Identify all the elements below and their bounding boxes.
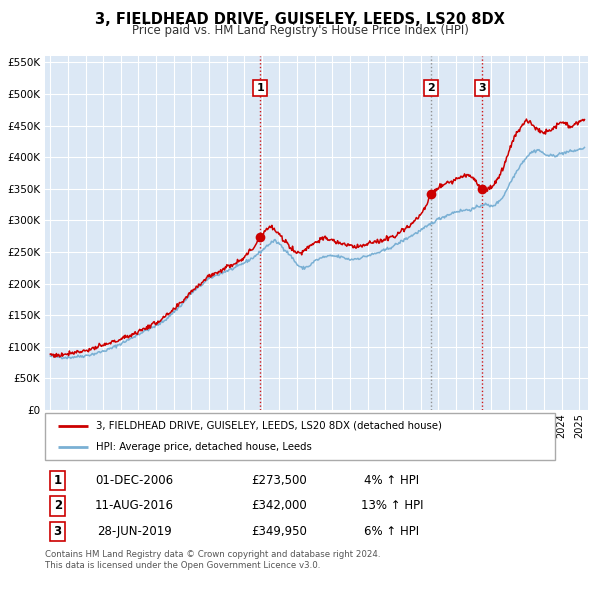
Text: 11-AUG-2016: 11-AUG-2016 xyxy=(95,499,174,513)
Text: 3, FIELDHEAD DRIVE, GUISELEY, LEEDS, LS20 8DX (detached house): 3, FIELDHEAD DRIVE, GUISELEY, LEEDS, LS2… xyxy=(96,421,442,431)
Text: HPI: Average price, detached house, Leeds: HPI: Average price, detached house, Leed… xyxy=(96,442,312,453)
Text: Contains HM Land Registry data © Crown copyright and database right 2024.: Contains HM Land Registry data © Crown c… xyxy=(45,550,380,559)
Text: 3: 3 xyxy=(478,83,486,93)
Text: £273,500: £273,500 xyxy=(252,474,307,487)
Text: £349,950: £349,950 xyxy=(251,525,308,538)
Text: 13% ↑ HPI: 13% ↑ HPI xyxy=(361,499,423,513)
Text: This data is licensed under the Open Government Licence v3.0.: This data is licensed under the Open Gov… xyxy=(45,560,320,569)
Text: 4% ↑ HPI: 4% ↑ HPI xyxy=(364,474,419,487)
Text: 3, FIELDHEAD DRIVE, GUISELEY, LEEDS, LS20 8DX: 3, FIELDHEAD DRIVE, GUISELEY, LEEDS, LS2… xyxy=(95,12,505,27)
Text: 2: 2 xyxy=(53,499,62,513)
Text: 28-JUN-2019: 28-JUN-2019 xyxy=(97,525,172,538)
Text: 01-DEC-2006: 01-DEC-2006 xyxy=(95,474,173,487)
FancyBboxPatch shape xyxy=(45,413,555,460)
Text: 1: 1 xyxy=(257,83,264,93)
Text: 1: 1 xyxy=(53,474,62,487)
Text: Price paid vs. HM Land Registry's House Price Index (HPI): Price paid vs. HM Land Registry's House … xyxy=(131,24,469,37)
Text: £342,000: £342,000 xyxy=(252,499,307,513)
Text: 2: 2 xyxy=(427,83,435,93)
Text: 6% ↑ HPI: 6% ↑ HPI xyxy=(364,525,419,538)
Text: 3: 3 xyxy=(53,525,62,538)
